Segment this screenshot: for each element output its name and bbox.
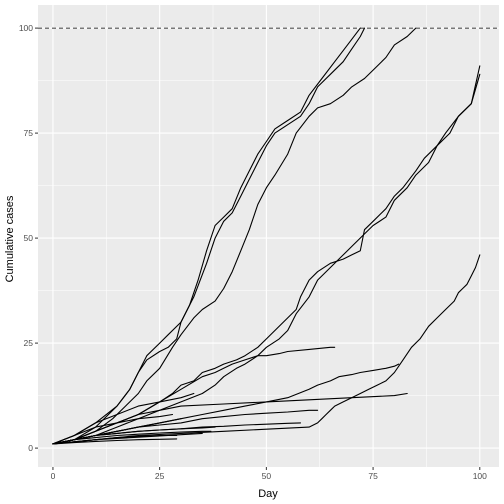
y-axis-title: Cumulative cases — [4, 195, 16, 282]
series-line-2 — [52, 27, 361, 445]
series-line-9 — [52, 392, 408, 445]
x-axis-title: Day — [258, 488, 278, 500]
series-lines — [52, 27, 481, 445]
plot-panel — [38, 5, 499, 467]
y-tick-label: 0 — [28, 443, 33, 453]
series-line-17 — [52, 438, 178, 445]
series-line-15 — [52, 430, 212, 445]
x-tick-label: 50 — [262, 471, 272, 481]
y-tick-label: 25 — [24, 338, 34, 348]
y-tick-label: 100 — [19, 23, 33, 33]
x-axis: 0 25 50 75 100 — [51, 467, 487, 481]
x-tick-label: 75 — [368, 471, 378, 481]
series-line-8 — [52, 254, 481, 445]
series-line-5 — [52, 65, 481, 445]
series-line-13 — [52, 413, 174, 445]
y-tick-label: 50 — [24, 233, 34, 243]
series-line-19 — [52, 432, 203, 445]
x-tick-label: 100 — [473, 471, 487, 481]
x-tick-label: 0 — [51, 471, 56, 481]
x-tick-label: 25 — [155, 471, 165, 481]
series-line-4 — [52, 73, 481, 445]
series-line-12 — [52, 392, 195, 445]
grid-major — [38, 5, 499, 467]
series-line-3 — [52, 27, 417, 445]
y-axis: 0 25 50 75 100 — [19, 23, 38, 453]
y-tick-label: 75 — [24, 128, 34, 138]
series-line-18 — [52, 418, 182, 445]
